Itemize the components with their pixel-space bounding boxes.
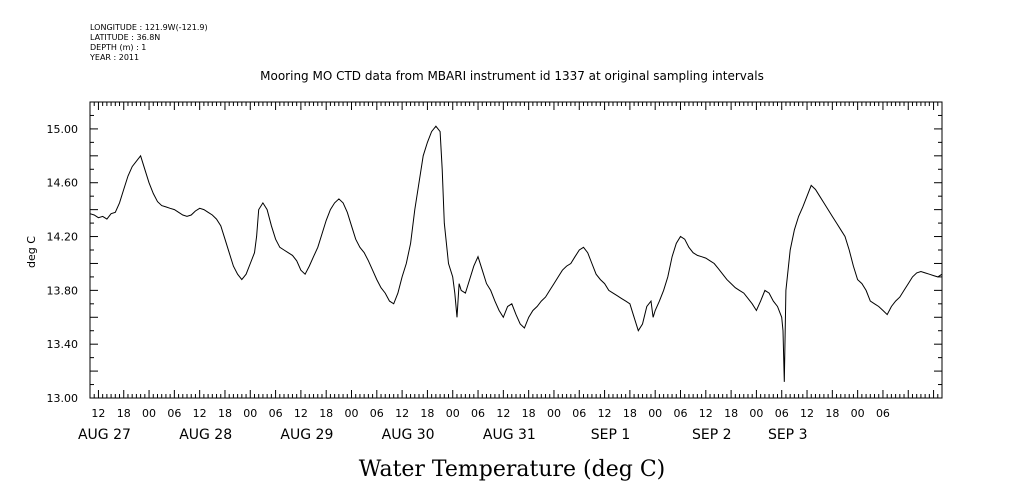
x-hour-label: 00 xyxy=(446,407,460,420)
x-day-label: SEP 2 xyxy=(692,427,732,443)
x-hour-label: 18 xyxy=(218,407,232,420)
x-day-label: AUG 28 xyxy=(179,427,232,443)
x-day-label: SEP 1 xyxy=(591,427,631,443)
x-hour-label: 18 xyxy=(319,407,333,420)
x-hour-label: 18 xyxy=(724,407,738,420)
x-hour-label: 12 xyxy=(598,407,612,420)
x-hour-label: 12 xyxy=(193,407,207,420)
x-hour-label: 06 xyxy=(370,407,384,420)
y-axis-label: deg C xyxy=(25,236,38,268)
x-hour-label: 00 xyxy=(345,407,359,420)
y-tick-label: 15.00 xyxy=(47,123,79,136)
x-hour-label: 00 xyxy=(243,407,257,420)
plot-frame xyxy=(89,101,943,399)
x-day-label: AUG 29 xyxy=(280,427,333,443)
x-hour-label: 18 xyxy=(117,407,131,420)
x-hour-label: 12 xyxy=(91,407,105,420)
y-tick-label: 14.20 xyxy=(47,231,79,244)
x-hour-label: 12 xyxy=(699,407,713,420)
x-hour-label: 12 xyxy=(395,407,409,420)
x-hour-label: 00 xyxy=(851,407,865,420)
x-day-label: AUG 27 xyxy=(78,427,131,443)
x-hour-label: 06 xyxy=(572,407,586,420)
x-hour-label: 06 xyxy=(167,407,181,420)
y-tick-label: 13.40 xyxy=(47,338,79,351)
x-hour-label: 00 xyxy=(547,407,561,420)
axis-ticks xyxy=(89,101,943,399)
metadata-latitude: LATITUDE : 36.8N xyxy=(90,33,160,42)
metadata-depth: DEPTH (m) : 1 xyxy=(90,43,146,52)
axis-labels: 13.00 13.40 13.80 14.20 14.60 15.00 12 18 00 06 12… xyxy=(47,123,890,443)
x-hour-label: 06 xyxy=(673,407,687,420)
x-day-label: AUG 31 xyxy=(483,427,536,443)
x-day-label: AUG 30 xyxy=(382,427,435,443)
x-hour-label: 00 xyxy=(648,407,662,420)
x-hour-label: 12 xyxy=(496,407,510,420)
x-hour-label: 18 xyxy=(825,407,839,420)
chart-title: Mooring MO CTD data from MBARI instrumen… xyxy=(260,69,764,83)
y-tick-label: 13.80 xyxy=(47,284,79,297)
y-tick-label: 13.00 xyxy=(47,392,79,405)
x-hour-label: 18 xyxy=(420,407,434,420)
metadata-year: YEAR : 2011 xyxy=(89,53,139,62)
x-hour-label: 00 xyxy=(142,407,156,420)
metadata-longitude: LONGITUDE : 121.9W(-121.9) xyxy=(90,23,208,32)
y-tick-label: 14.60 xyxy=(47,177,79,190)
x-day-label: SEP 3 xyxy=(768,427,808,443)
metadata-block: LONGITUDE : 121.9W(-121.9) LATITUDE : 36… xyxy=(89,23,208,62)
x-hour-label: 00 xyxy=(749,407,763,420)
x-hour-label: 18 xyxy=(522,407,536,420)
x-hour-label: 06 xyxy=(876,407,890,420)
x-hour-label: 06 xyxy=(471,407,485,420)
x-hour-label: 12 xyxy=(294,407,308,420)
x-hour-label: 18 xyxy=(623,407,637,420)
temperature-series-line xyxy=(89,125,943,382)
x-hour-label: 06 xyxy=(269,407,283,420)
x-hour-label: 06 xyxy=(775,407,789,420)
x-hour-label: 12 xyxy=(800,407,814,420)
x-axis-label: Water Temperature (deg C) xyxy=(359,457,666,482)
